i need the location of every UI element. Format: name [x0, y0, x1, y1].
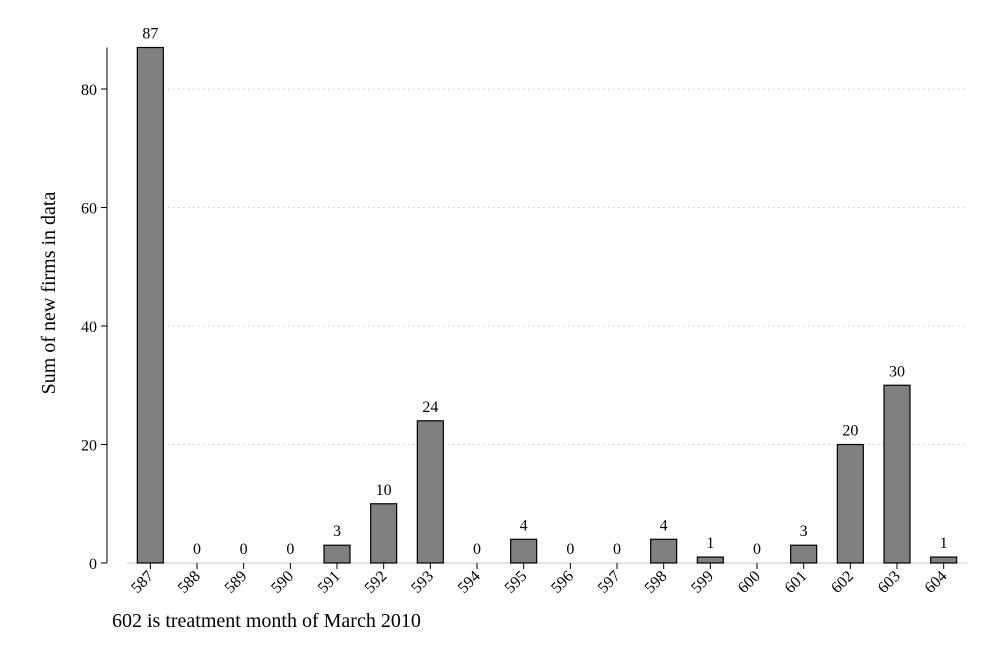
- x-tick-label-593: 593: [408, 568, 437, 597]
- y-tick-label-0: 0: [89, 556, 97, 573]
- bar-593: [416, 420, 444, 564]
- x-tick-label-594: 594: [455, 568, 484, 597]
- x-tick-label-588: 588: [175, 568, 204, 597]
- data-label-601: 3: [800, 523, 808, 540]
- data-label-595: 4: [520, 517, 528, 534]
- data-label-596: 0: [566, 541, 574, 558]
- data-label-604: 1: [940, 535, 948, 552]
- data-label-594: 0: [473, 541, 481, 558]
- data-label-602: 20: [842, 423, 858, 440]
- y-tick-label-20: 20: [81, 438, 97, 455]
- x-tick-label-596: 596: [548, 568, 577, 597]
- bar-604: [930, 556, 958, 564]
- chart-note: 602 is treatment month of March 2010: [112, 610, 421, 632]
- x-tick-label-597: 597: [595, 568, 624, 597]
- data-label-587: 87: [142, 26, 158, 43]
- bar-592: [370, 503, 398, 564]
- x-tick-label-603: 603: [875, 568, 904, 597]
- data-label-599: 1: [706, 535, 714, 552]
- x-tick-label-599: 599: [688, 568, 717, 597]
- x-tick-label-589: 589: [222, 568, 251, 597]
- data-label-588: 0: [193, 541, 201, 558]
- x-tick-label-604: 604: [922, 568, 951, 597]
- x-tick-label-590: 590: [268, 568, 297, 597]
- data-label-597: 0: [613, 541, 621, 558]
- x-tick-label-598: 598: [642, 568, 671, 597]
- bar-591: [323, 544, 351, 564]
- data-label-600: 0: [753, 541, 761, 558]
- y-tick-label-80: 80: [81, 82, 97, 99]
- y-tick-label-40: 40: [81, 319, 97, 336]
- data-label-591: 3: [333, 523, 341, 540]
- bar-598: [650, 538, 678, 564]
- data-label-589: 0: [240, 541, 248, 558]
- data-label-593: 24: [422, 399, 438, 416]
- x-tick-label-592: 592: [362, 568, 391, 597]
- gridlines: [163, 88, 967, 445]
- bars: [136, 46, 958, 564]
- data-label-598: 4: [660, 517, 668, 534]
- x-ticks: 587 588 589 590 591 592 593 594 595 596 597 598 599 6…: [128, 563, 950, 597]
- x-tick-label-587: 587: [128, 568, 157, 597]
- bar-587: [136, 46, 164, 564]
- bar-599: [696, 556, 724, 564]
- data-label-603: 30: [889, 363, 905, 380]
- y-ticks: 0 20 40 60 80: [81, 82, 107, 573]
- x-tick-label-600: 600: [735, 568, 764, 597]
- y-tick-label-60: 60: [81, 201, 97, 218]
- bar-602: [836, 443, 864, 564]
- bar-595: [510, 538, 538, 564]
- x-tick-label-602: 602: [828, 568, 857, 597]
- data-label-592: 10: [376, 482, 392, 499]
- x-tick-label-591: 591: [315, 568, 344, 597]
- axes: [106, 47, 967, 564]
- x-tick-label-595: 595: [502, 568, 531, 597]
- bar-603: [883, 384, 911, 564]
- x-tick-label-601: 601: [782, 568, 811, 597]
- data-label-590: 0: [286, 541, 294, 558]
- bar-601: [790, 544, 818, 564]
- y-axis-label: Sum of new firms in data: [38, 192, 60, 395]
